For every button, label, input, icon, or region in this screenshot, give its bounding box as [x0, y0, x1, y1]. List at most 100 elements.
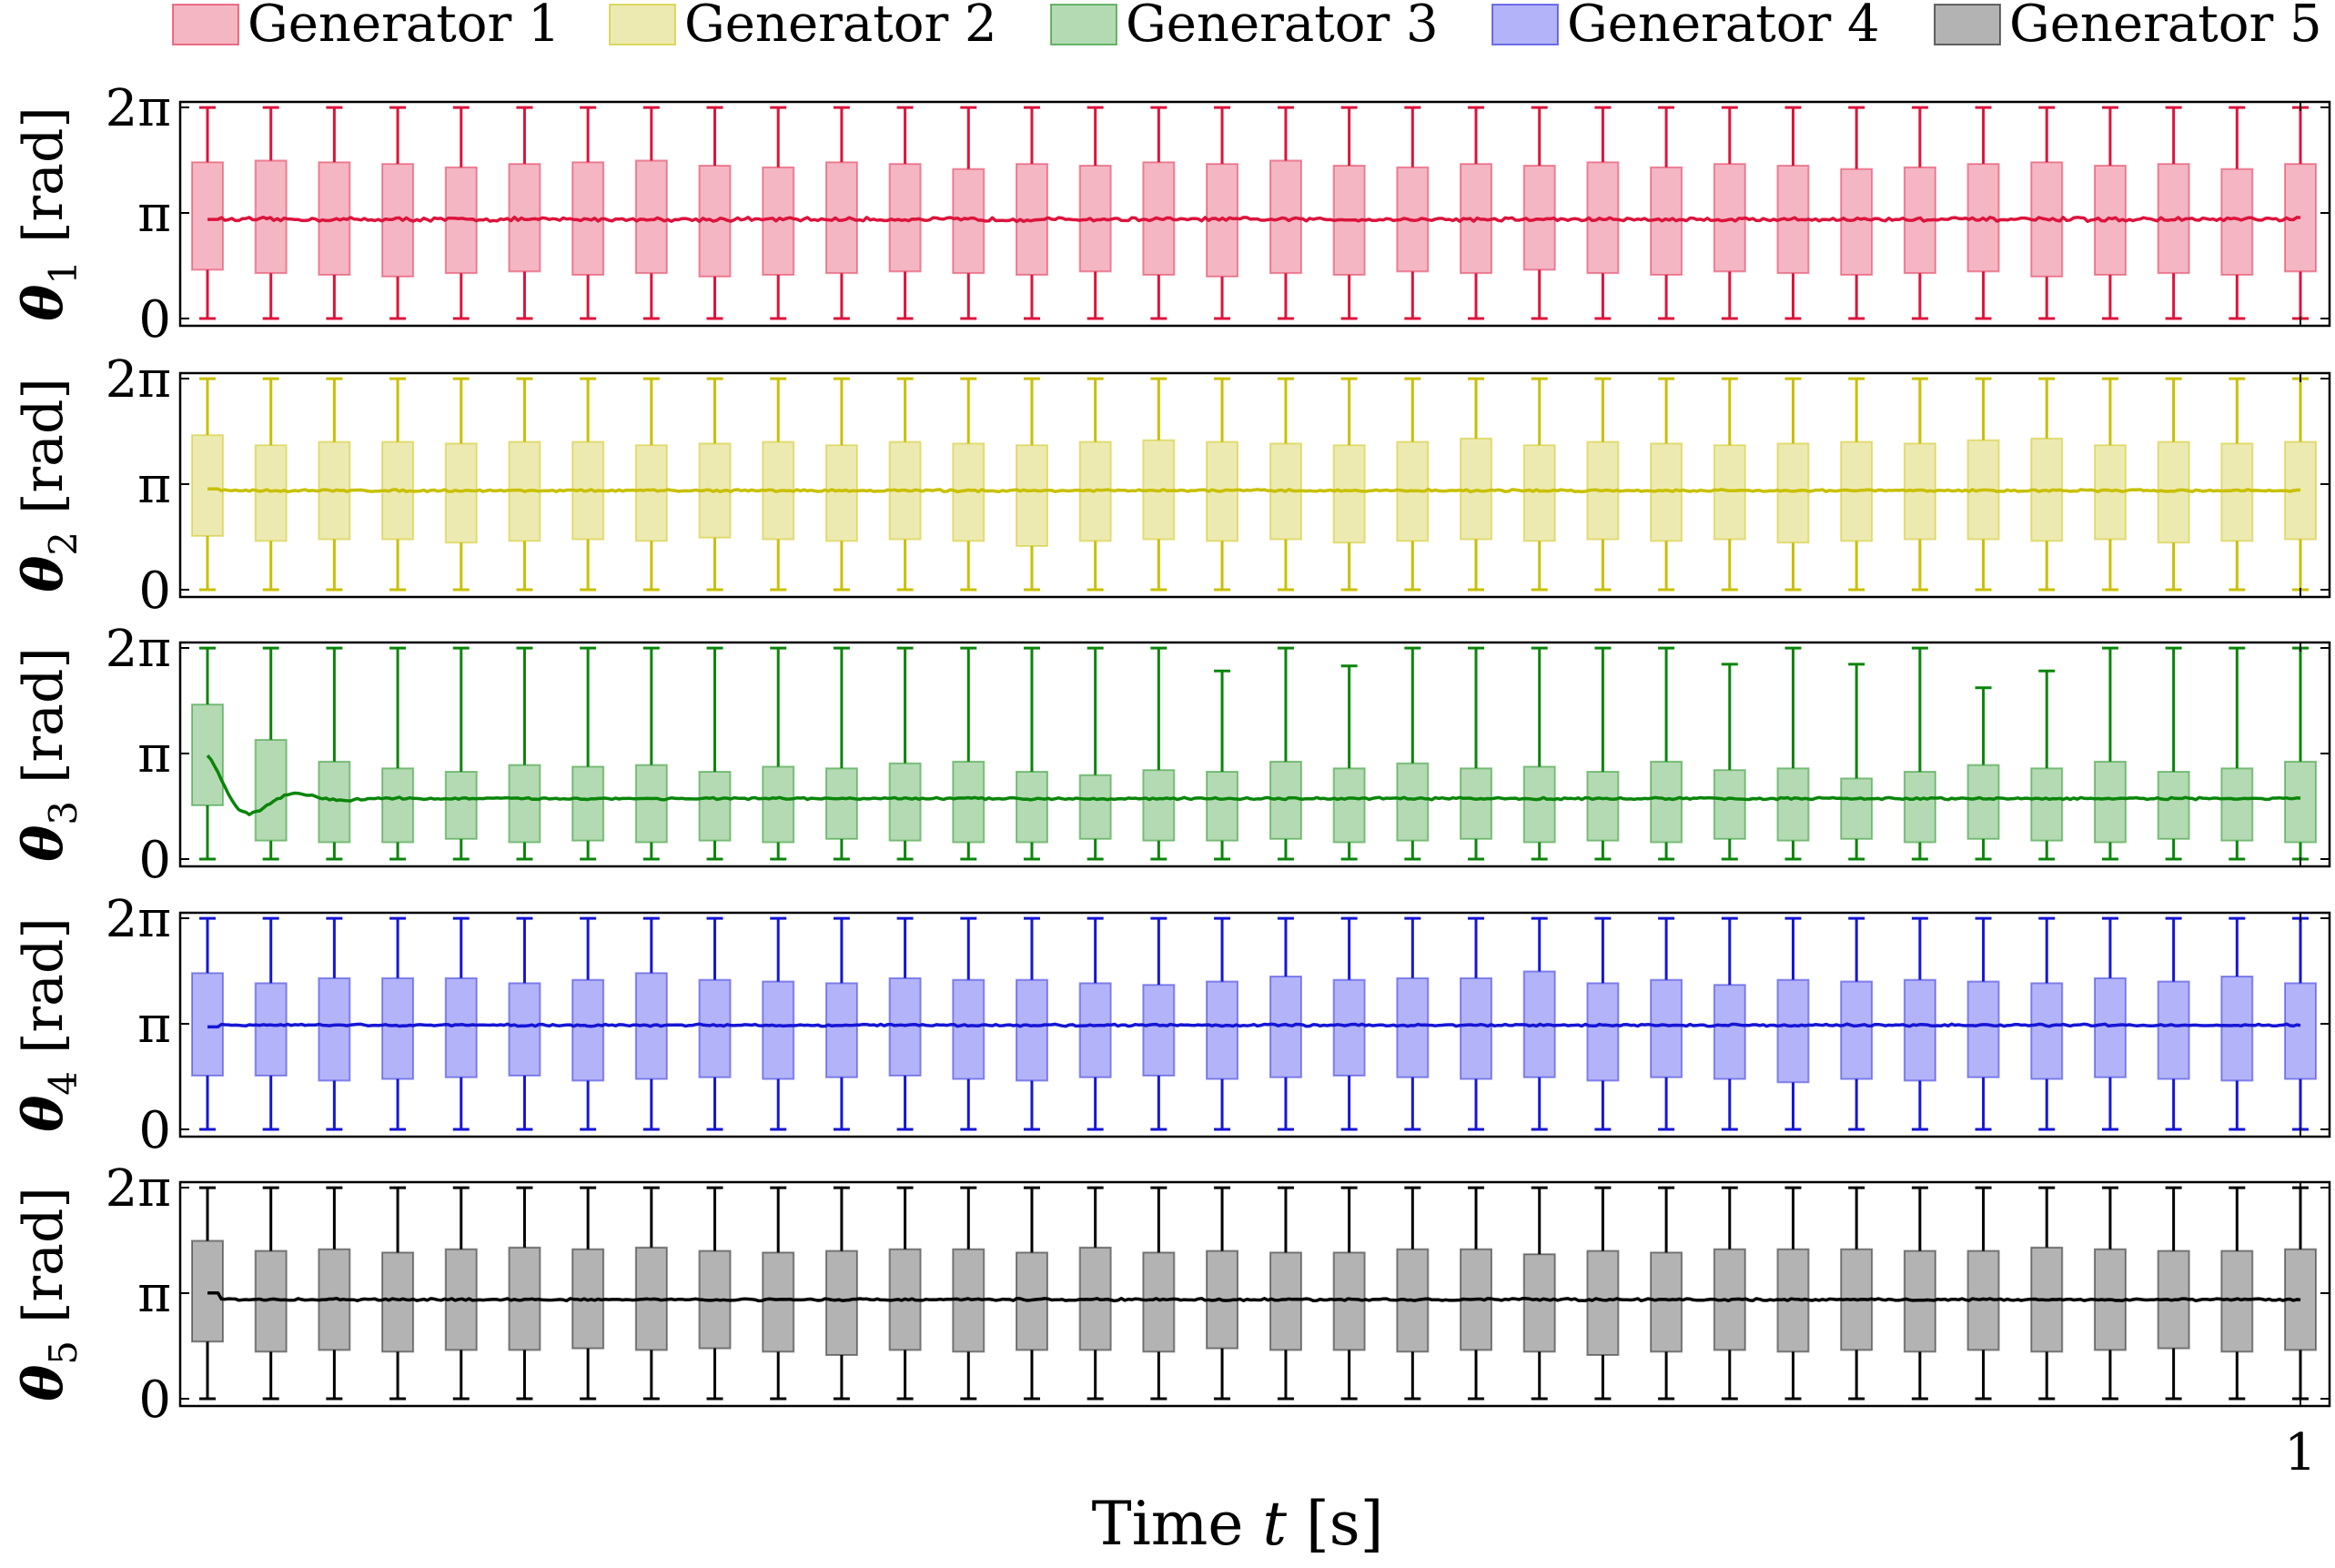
box-19 — [1332, 916, 1366, 1131]
box-11 — [824, 377, 858, 592]
box-21 — [1460, 106, 1493, 320]
legend-entry-3: Generator 3 — [1050, 0, 1439, 54]
box-4 — [381, 377, 415, 592]
box-2 — [254, 106, 288, 320]
box-body — [824, 1249, 858, 1356]
box-11 — [824, 106, 858, 320]
box-13 — [952, 377, 986, 592]
box-20 — [1396, 1186, 1430, 1401]
box-31 — [2093, 646, 2127, 861]
box-body — [1206, 770, 1239, 842]
box-body — [2220, 1249, 2254, 1353]
box-8 — [634, 916, 668, 1131]
box-30 — [2030, 916, 2064, 1131]
box-28 — [1903, 377, 1936, 592]
box-body — [254, 982, 288, 1077]
y-axis-unit: [rad] — [12, 106, 76, 260]
box-body — [571, 978, 605, 1082]
box-4 — [381, 646, 415, 861]
box-body — [1078, 774, 1112, 840]
box-33 — [2220, 916, 2254, 1131]
box-23 — [1586, 106, 1620, 320]
box-body — [762, 765, 795, 844]
box-31 — [2093, 1186, 2127, 1401]
box-body — [2157, 980, 2190, 1080]
box-body — [1586, 982, 1620, 1082]
box-body — [762, 1251, 795, 1353]
legend-entry-1: Generator 1 — [172, 0, 561, 54]
box-10 — [762, 916, 795, 1131]
box-19 — [1332, 106, 1366, 320]
box-30 — [2030, 106, 2064, 320]
y-tick-label: 2π — [106, 350, 171, 410]
y-tick-label: 0 — [138, 290, 171, 349]
box-12 — [888, 106, 922, 320]
y-axis-unit: [rad] — [12, 647, 76, 801]
panel-generator-3: 0 π 2π θ3 [rad] — [12, 620, 2331, 890]
y-tick-label: π — [137, 996, 171, 1055]
y-tick-label: 0 — [138, 831, 171, 890]
box-2 — [254, 916, 288, 1131]
box-1 — [191, 1186, 224, 1401]
box-25 — [1713, 1186, 1746, 1401]
box-11 — [824, 1186, 858, 1401]
box-27 — [1840, 916, 1874, 1131]
box-15 — [1078, 646, 1112, 861]
y-axis-label: θ1 [rad] — [12, 106, 86, 321]
y-tick-label: π — [137, 185, 171, 244]
box-body — [191, 703, 224, 806]
box-1 — [191, 646, 224, 861]
box-body — [1206, 980, 1239, 1080]
box-body — [2093, 760, 2127, 844]
box-16 — [1142, 106, 1176, 320]
box-body — [2030, 767, 2064, 842]
box-body — [2093, 976, 2127, 1078]
box-body — [824, 982, 858, 1078]
box-17 — [1206, 1186, 1239, 1401]
box-21 — [1460, 1186, 1493, 1401]
box-body — [1460, 767, 1493, 840]
box-2 — [254, 1186, 288, 1401]
box-32 — [2157, 377, 2190, 592]
box-body — [191, 972, 224, 1077]
box-19 — [1332, 664, 1366, 861]
box-body — [698, 770, 732, 842]
y-tick-label: 0 — [138, 561, 171, 621]
box-8 — [634, 377, 668, 592]
box-28 — [1903, 916, 1936, 1131]
legend-entry-4: Generator 4 — [1491, 0, 1880, 54]
box-body — [508, 764, 541, 844]
median-line — [207, 1022, 2301, 1029]
box-30 — [2030, 377, 2064, 592]
box-24 — [1650, 916, 1683, 1131]
panel-generator-2: 0 π 2π θ2 [rad] — [12, 350, 2331, 621]
box-16 — [1142, 916, 1176, 1131]
box-body — [1966, 980, 2000, 1078]
box-body — [1776, 767, 1810, 842]
box-body — [381, 767, 415, 844]
box-body — [1142, 1251, 1176, 1353]
box-31 — [2093, 106, 2127, 320]
y-axis-label: θ2 [rad] — [12, 378, 86, 592]
box-13 — [952, 646, 986, 861]
box-body — [381, 976, 415, 1080]
box-body — [254, 444, 288, 542]
box-9 — [698, 1186, 732, 1401]
box-29 — [1966, 916, 2000, 1131]
box-body — [1586, 770, 1620, 842]
box-body — [2220, 975, 2254, 1082]
box-8 — [634, 646, 668, 861]
box-8 — [634, 106, 668, 320]
plot-frame — [178, 371, 2331, 599]
box-2 — [254, 646, 288, 861]
box-body — [381, 1251, 415, 1353]
box-body — [191, 434, 224, 537]
box-16 — [1142, 1186, 1176, 1401]
box-33 — [2220, 377, 2254, 592]
box-25 — [1713, 377, 1746, 592]
box-7 — [571, 106, 605, 320]
y-axis-subscript: 5 — [41, 1340, 86, 1365]
box-29 — [1966, 377, 2000, 592]
